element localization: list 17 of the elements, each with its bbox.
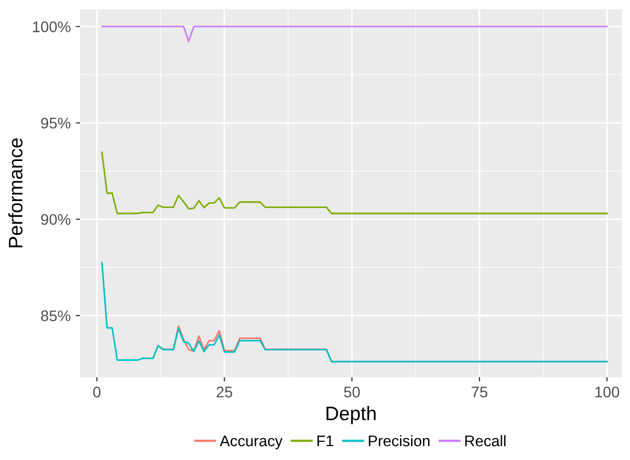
y-tick-label: 100% (33, 21, 70, 32)
x-tick-label: 0 (93, 386, 100, 398)
y-axis-title: Performance (8, 138, 23, 248)
legend-label: Recall (465, 435, 506, 446)
line-series (101, 152, 608, 214)
y-tick-label: 95% (41, 118, 70, 129)
y-tick-label: 85% (41, 310, 70, 322)
line-series (101, 262, 608, 362)
x-tick-label: 25 (216, 386, 232, 398)
x-axis-title: Depth (326, 406, 376, 424)
x-tick-label: 50 (344, 386, 360, 398)
legend-label: F1 (317, 436, 334, 446)
x-tick-label: 75 (472, 386, 488, 398)
legend-label: Accuracy (220, 436, 283, 450)
y-tick-label: 90% (41, 214, 70, 225)
x-tick-label: 100 (595, 386, 620, 398)
legend-label: Precision (368, 435, 430, 446)
